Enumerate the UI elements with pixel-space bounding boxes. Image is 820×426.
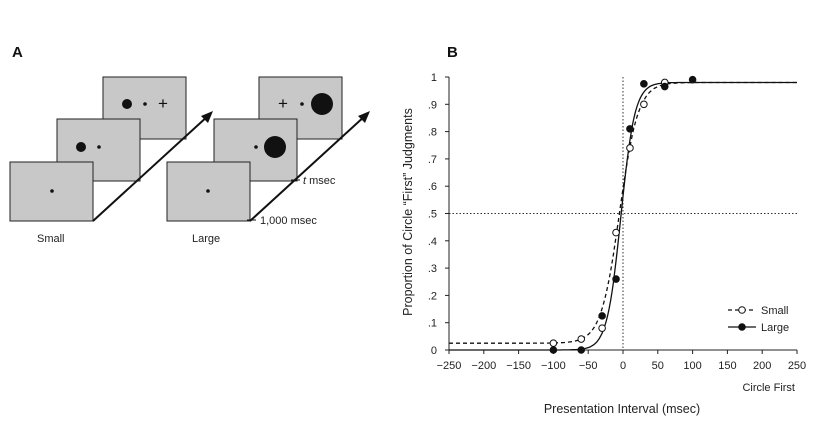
- x-tick-label: 0: [620, 360, 626, 372]
- y-tick-label: .5: [428, 209, 437, 221]
- x-tick-label: 250: [788, 360, 806, 372]
- x-tick-label: 100: [683, 360, 701, 372]
- panel-b-letter: B: [447, 44, 458, 61]
- y-tick-label: .1: [428, 318, 437, 330]
- x-axis: −250 −200 −150 −100 −50 0 50 100 150 200 250: [437, 349, 806, 372]
- y-axis-title: Proportion of Circle “First” Judgments: [401, 108, 415, 316]
- small-fixation-dot-2: [97, 145, 101, 149]
- large-label: Large: [192, 233, 220, 245]
- data-point-small: [612, 228, 620, 237]
- data-point-large: [660, 82, 669, 91]
- data-point-small: [549, 339, 558, 347]
- data-point-large: [598, 312, 606, 320]
- t-interval-label: t msec: [303, 175, 336, 187]
- y-tick-label: .2: [428, 290, 437, 302]
- y-tick-label: .4: [428, 236, 437, 248]
- panel-a-letter: A: [12, 44, 23, 61]
- y-tick-label: 0: [431, 345, 437, 357]
- x-tick-label: −50: [579, 360, 598, 372]
- data-point-small: [577, 335, 586, 343]
- data-point-large: [640, 80, 648, 88]
- y-tick-label: .8: [428, 127, 437, 139]
- legend-marker-small: [738, 306, 746, 314]
- large-fixation-dot-2: [254, 145, 258, 149]
- x-tick-label: 50: [652, 360, 664, 372]
- x-tick-label: −100: [541, 360, 566, 372]
- data-point-small: [626, 144, 634, 152]
- large-timeline-arrow: [249, 114, 367, 222]
- x-tick-label: 150: [718, 360, 736, 372]
- large-cross-stimulus: +: [278, 94, 288, 113]
- data-point-large: [577, 346, 586, 354]
- data-point-small: [598, 324, 606, 332]
- y-axis: 0 .1 .2 .3 .4 .5 .6 .7 .8 .9 1: [428, 72, 450, 357]
- small-fixation-dot: [143, 102, 147, 106]
- large-arrowhead: [358, 111, 370, 123]
- small-fixation-dot-1: [50, 189, 54, 193]
- y-tick-label: .7: [428, 154, 437, 166]
- data-point-large: [612, 275, 620, 283]
- large-circle-onset: [264, 136, 286, 158]
- legend: Small Large: [728, 305, 789, 334]
- fit-curve-small: [449, 81, 797, 344]
- small-timeline-arrow: [92, 114, 210, 222]
- base-interval-label: 1,000 msec: [260, 215, 317, 227]
- x-tick-label: −200: [471, 360, 496, 372]
- fit-curve-large: [449, 81, 797, 351]
- legend-label-large: Large: [761, 322, 789, 334]
- chart: 0 .1 .2 .3 .4 .5 .6 .7 .8 .9 1 −250 −200 −150 −100 −50…: [401, 72, 806, 416]
- panel-b: B 0.1.2.3.4.5.6.7.8.91 −250 −200 −150 −100−…: [401, 44, 806, 416]
- large-fixation-dot-3: [300, 102, 304, 106]
- y-tick-label: 1: [431, 72, 437, 84]
- y-tick-label: .9: [428, 99, 437, 111]
- data-point-large: [626, 125, 634, 133]
- x-tick-label: −150: [506, 360, 531, 372]
- large-sequence: + t msec 1,000 msec Large: [166, 76, 370, 245]
- data-points: [549, 75, 697, 354]
- x-tick-label: 200: [753, 360, 771, 372]
- data-point-large: [549, 346, 558, 354]
- x-axis-annotation: Circle First: [742, 382, 795, 394]
- data-point-large: [688, 75, 697, 84]
- y-tick-label: .6: [428, 181, 437, 193]
- reference-lines: [449, 77, 797, 350]
- small-label: Small: [37, 233, 65, 245]
- x-axis-title: Presentation Interval (msec): [544, 402, 700, 416]
- small-circle-onset: [76, 142, 86, 152]
- small-arrowhead: [201, 111, 213, 123]
- x-tick-label: −250: [437, 360, 462, 372]
- y-tick-label: .3: [428, 263, 437, 275]
- fit-curves: [449, 81, 797, 351]
- large-circle-stimulus: [311, 93, 333, 115]
- small-circle-stimulus: [122, 99, 132, 109]
- legend-marker-large: [738, 323, 746, 331]
- legend-label-small: Small: [761, 305, 789, 317]
- panel-a: A + Small +: [9, 44, 370, 245]
- data-point-small: [640, 100, 648, 109]
- small-cross-stimulus: +: [158, 94, 168, 113]
- small-sequence: + Small: [9, 76, 213, 245]
- large-fixation-dot-1: [206, 189, 210, 193]
